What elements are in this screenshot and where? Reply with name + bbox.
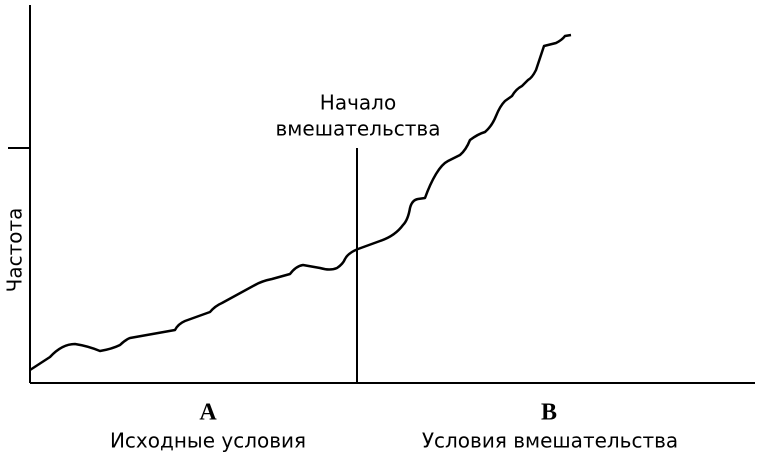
phase-letter: A [199, 400, 217, 426]
annotation-line: Начало [320, 91, 396, 115]
phase-label: Исходные условия [110, 429, 306, 453]
frequency-curve [29, 33, 572, 372]
phase-letter: B [541, 400, 557, 426]
phase-label: Условия вмешательства [422, 429, 678, 453]
annotation-line: вмешательства [276, 117, 441, 141]
y-axis-label: Частота [3, 208, 27, 293]
